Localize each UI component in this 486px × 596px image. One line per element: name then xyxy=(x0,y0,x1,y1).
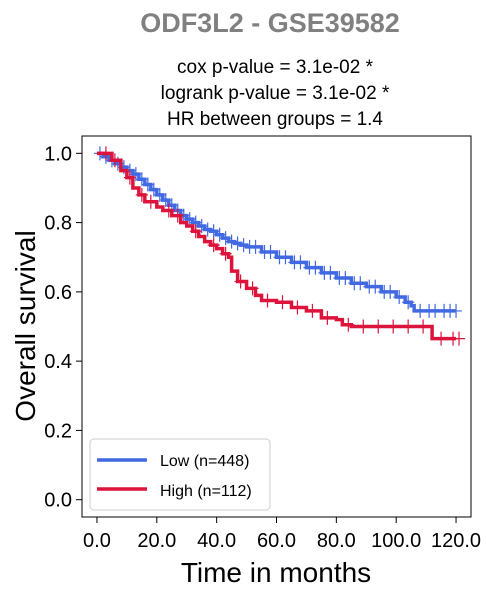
censor-mark xyxy=(189,224,202,239)
censor-mark xyxy=(402,319,415,334)
x-tick-label: 20.0 xyxy=(137,530,176,552)
censor-mark xyxy=(342,317,355,332)
censor-mark xyxy=(249,239,262,254)
x-tick-label: 40.0 xyxy=(197,530,236,552)
figure-title: ODF3L2 - GSE39582 xyxy=(140,8,400,38)
censor-mark xyxy=(291,300,304,315)
censor-mark xyxy=(324,265,337,280)
legend-label-high: High (n=112) xyxy=(160,483,252,500)
censor-mark xyxy=(183,212,196,227)
y-tick-label: 0.2 xyxy=(44,420,72,442)
survival-curve xyxy=(96,151,457,341)
censor-mark xyxy=(264,245,277,260)
censor-mark xyxy=(435,331,448,346)
x-tick-label: 120.0 xyxy=(431,530,481,552)
series-high xyxy=(96,146,466,346)
censor-mark xyxy=(123,170,136,185)
censor-mark xyxy=(213,227,226,242)
censor-mark xyxy=(294,255,307,270)
legend: Low (n=448) High (n=112) xyxy=(89,438,271,511)
y-axis-title: Overall survival xyxy=(10,230,41,421)
survival-curve xyxy=(96,151,457,313)
censor-mark xyxy=(261,293,274,308)
censor-mark xyxy=(417,319,430,334)
y-tick-label: 0.6 xyxy=(44,282,72,304)
x-tick-label: 100.0 xyxy=(371,530,421,552)
censor-mark xyxy=(402,295,415,310)
censor-mark xyxy=(207,224,220,239)
series-layer xyxy=(93,146,466,346)
subtitle-hazard-ratio: HR between groups = 1.4 xyxy=(167,109,383,130)
censor-mark xyxy=(144,194,157,209)
x-tick-label: 0.0 xyxy=(83,530,111,552)
x-tick-label: 60.0 xyxy=(257,530,296,552)
censor-mark xyxy=(339,271,352,286)
censor-mark xyxy=(450,303,463,318)
censor-mark xyxy=(225,234,238,249)
censor-mark xyxy=(372,319,385,334)
x-axis: 0.0 20.0 40.0 60.0 80.0 100.0 120.0 xyxy=(83,517,481,552)
censor-mark xyxy=(387,319,400,334)
censor-mark xyxy=(279,250,292,265)
y-axis: 0.0 0.2 0.4 0.6 0.8 1.0 xyxy=(44,143,82,512)
censor-mark xyxy=(384,284,397,299)
censor-mark xyxy=(357,319,370,334)
censor-mark xyxy=(231,236,244,251)
censor-mark xyxy=(171,208,184,223)
censor-mark xyxy=(354,276,367,291)
censor-mark xyxy=(162,203,175,218)
legend-box xyxy=(89,438,271,511)
censor-mark xyxy=(234,274,247,289)
censor-mark xyxy=(99,146,112,161)
censor-mark xyxy=(246,281,259,296)
y-tick-label: 0.8 xyxy=(44,213,72,235)
censor-mark xyxy=(321,310,334,325)
censor-mark xyxy=(306,303,319,318)
censor-mark xyxy=(219,231,232,246)
series-low xyxy=(93,146,463,318)
x-tick-label: 80.0 xyxy=(317,530,356,552)
subtitle-logrank-pvalue: logrank p-value = 3.1e-02 * xyxy=(161,83,390,104)
y-tick-label: 1.0 xyxy=(44,143,72,165)
censor-mark xyxy=(219,246,232,261)
y-tick-label: 0.0 xyxy=(44,490,72,512)
censor-mark xyxy=(276,295,289,310)
subtitle-cox-pvalue: cox p-value = 3.1e-02 * xyxy=(177,57,374,78)
legend-label-low: Low (n=448) xyxy=(160,453,249,470)
censor-mark xyxy=(207,238,220,253)
censor-mark xyxy=(369,279,382,294)
censor-mark xyxy=(201,222,214,237)
censor-mark xyxy=(108,153,121,168)
x-axis-title: Time in months xyxy=(181,557,371,588)
censor-mark xyxy=(393,290,406,305)
censor-mark xyxy=(237,238,250,253)
censor-mark xyxy=(309,260,322,275)
censor-mark xyxy=(453,331,466,346)
y-tick-label: 0.4 xyxy=(44,351,72,373)
censor-mark xyxy=(135,187,148,202)
